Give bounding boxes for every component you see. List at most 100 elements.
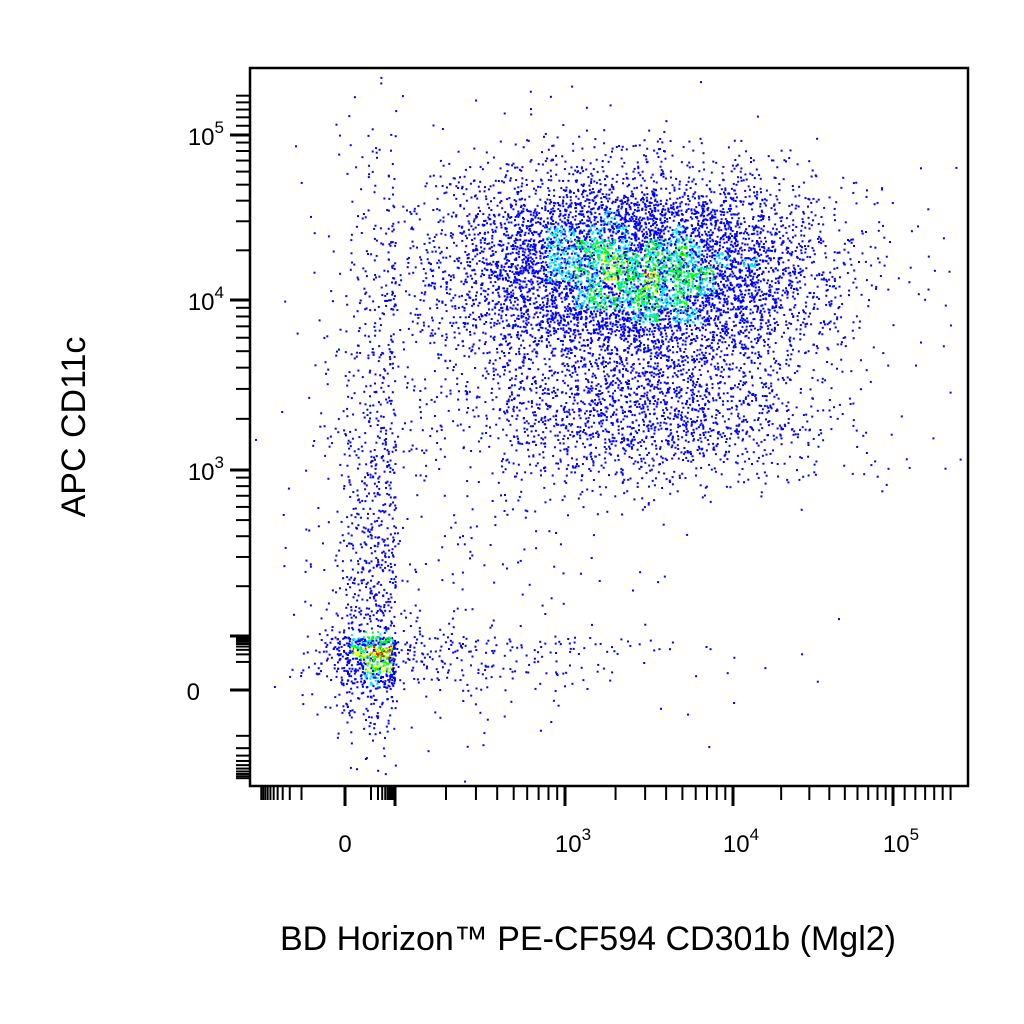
event-dot xyxy=(549,95,552,98)
event-dot xyxy=(540,320,543,323)
event-dot xyxy=(497,287,500,290)
event-dot xyxy=(709,217,712,220)
event-dot xyxy=(597,249,600,252)
event-dot xyxy=(689,287,692,290)
event-dot xyxy=(522,269,525,272)
event-dot xyxy=(562,124,565,127)
event-dot xyxy=(519,267,522,270)
event-dot xyxy=(522,295,525,298)
event-dot xyxy=(593,296,596,299)
event-dot xyxy=(704,305,707,308)
event-dot xyxy=(578,294,581,297)
event-dot xyxy=(708,262,710,265)
event-dot xyxy=(521,253,524,256)
event-dot xyxy=(685,236,688,239)
event-dot xyxy=(661,141,664,144)
event-dot xyxy=(587,308,590,311)
event-dot xyxy=(601,363,604,366)
event-dot xyxy=(750,292,753,295)
event-dot xyxy=(752,232,755,235)
event-dot xyxy=(728,210,731,213)
event-dot xyxy=(644,346,647,349)
event-dot xyxy=(573,313,576,316)
event-dot xyxy=(739,283,742,286)
event-dot xyxy=(702,357,705,359)
event-dot xyxy=(645,255,648,258)
event-dot xyxy=(415,340,418,343)
event-dot xyxy=(531,327,534,330)
event-dot xyxy=(881,187,883,190)
event-dot xyxy=(643,300,646,303)
event-dot xyxy=(547,148,550,151)
event-dot xyxy=(908,281,911,284)
event-dot xyxy=(711,358,714,361)
event-dot xyxy=(647,349,650,351)
event-dot xyxy=(652,215,655,217)
event-dot xyxy=(522,305,525,308)
event-dot xyxy=(720,204,723,207)
event-dot xyxy=(578,237,581,240)
event-dot xyxy=(723,285,726,288)
event-dot xyxy=(530,217,533,220)
event-dot xyxy=(679,281,681,284)
event-dot xyxy=(440,391,443,394)
event-dot xyxy=(596,250,599,253)
event-dot xyxy=(691,310,694,313)
event-dot xyxy=(769,257,772,260)
event-dot xyxy=(612,186,615,189)
event-dot xyxy=(662,306,665,309)
event-dot xyxy=(685,281,688,284)
event-dot xyxy=(640,283,642,286)
event-dot xyxy=(492,260,495,263)
event-dot xyxy=(698,204,701,207)
event-dot xyxy=(757,305,759,308)
event-dot xyxy=(549,277,552,279)
event-dot xyxy=(556,284,559,287)
event-dot xyxy=(501,250,504,252)
event-dot xyxy=(583,310,586,312)
event-dot xyxy=(623,218,626,221)
event-dot xyxy=(525,316,528,319)
event-dot xyxy=(706,345,709,348)
event-dot xyxy=(633,208,636,211)
event-dot xyxy=(786,293,789,296)
event-dot xyxy=(543,268,546,270)
event-dot xyxy=(527,225,530,228)
event-dot xyxy=(683,320,686,322)
event-dot xyxy=(730,263,733,266)
event-dot xyxy=(600,293,603,295)
event-dot xyxy=(649,256,652,258)
event-dot xyxy=(739,170,742,173)
event-dot xyxy=(643,256,646,259)
event-dot xyxy=(712,245,714,248)
event-dot xyxy=(507,237,510,239)
event-dot xyxy=(725,329,728,331)
event-dot xyxy=(547,246,550,249)
event-dot xyxy=(685,209,688,212)
event-dot xyxy=(726,251,729,254)
event-dot xyxy=(646,260,649,263)
event-dot xyxy=(709,289,712,292)
event-dot xyxy=(671,294,674,297)
event-dot xyxy=(633,290,636,293)
event-dot xyxy=(604,260,607,263)
event-dot xyxy=(721,172,724,175)
event-dot xyxy=(561,220,564,223)
event-dot xyxy=(544,250,547,252)
event-dot xyxy=(789,336,792,339)
event-dot xyxy=(582,302,585,305)
event-dot xyxy=(533,380,536,383)
event-dot xyxy=(453,336,456,339)
event-dot xyxy=(727,227,730,230)
event-dot xyxy=(693,351,696,353)
event-dot xyxy=(579,248,581,251)
event-dot xyxy=(721,288,724,291)
event-dot xyxy=(684,291,687,294)
event-dot xyxy=(558,314,561,317)
event-dot xyxy=(452,316,455,319)
event-dot xyxy=(673,325,676,328)
event-dot xyxy=(595,263,598,266)
event-dot xyxy=(643,316,645,319)
event-dot xyxy=(526,323,528,326)
event-dot xyxy=(688,397,691,400)
